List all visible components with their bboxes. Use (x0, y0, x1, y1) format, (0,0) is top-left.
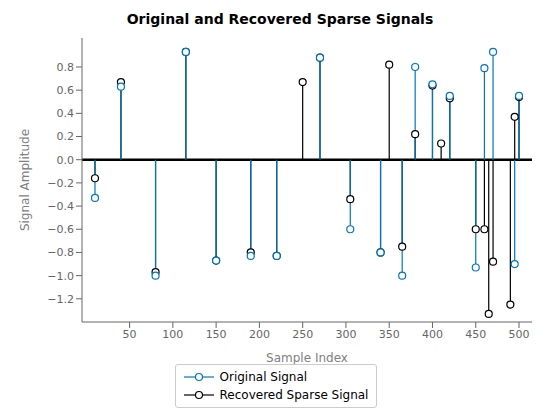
svg-text:400: 400 (422, 328, 443, 341)
svg-text:0.0: 0.0 (57, 154, 75, 167)
svg-text:Signal Amplitude: Signal Amplitude (18, 129, 32, 231)
svg-text:300: 300 (335, 328, 356, 341)
svg-text:450: 450 (465, 328, 486, 341)
svg-text:−0.6: −0.6 (47, 223, 74, 236)
svg-text:150: 150 (206, 328, 227, 341)
svg-text:−1.0: −1.0 (47, 270, 74, 283)
svg-text:−0.8: −0.8 (47, 246, 74, 259)
svg-text:250: 250 (292, 328, 313, 341)
svg-text:−0.2: −0.2 (47, 177, 74, 190)
svg-text:500: 500 (509, 328, 530, 341)
html-text:Original Signal: Original Signal (219, 370, 308, 384)
svg-text:−0.4: −0.4 (47, 200, 74, 213)
svg-text:0.8: 0.8 (57, 61, 75, 74)
html-text:Recovered Sparse Signal: Recovered Sparse Signal (219, 388, 369, 402)
html-text:Original and Recovered Sparse: Original and Recovered Sparse Signals (126, 11, 434, 27)
svg-text:0.2: 0.2 (57, 130, 75, 143)
svg-text:Sample Index: Sample Index (266, 351, 348, 365)
svg-text:350: 350 (379, 328, 400, 341)
svg-text:100: 100 (162, 328, 183, 341)
svg-text:50: 50 (123, 328, 137, 341)
svg-text:−1.2: −1.2 (47, 293, 74, 306)
svg-text:200: 200 (249, 328, 270, 341)
svg-text:0.6: 0.6 (57, 84, 75, 97)
svg-text:0.4: 0.4 (57, 107, 75, 120)
